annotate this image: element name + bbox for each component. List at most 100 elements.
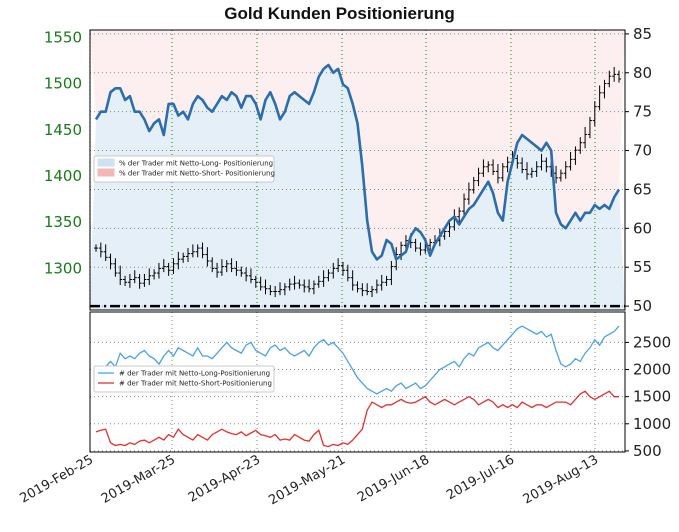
short-count-line [95, 390, 619, 448]
price-bar [365, 283, 370, 296]
right-tick-label: 500 [633, 442, 662, 460]
price-bar [389, 261, 394, 286]
left-tick-label: 1350 [44, 213, 82, 231]
price-bar [500, 163, 505, 182]
chart-title: Gold Kunden Positionierung [224, 4, 455, 23]
price-bar [462, 193, 467, 215]
price-bar [573, 146, 578, 165]
price-bar [520, 157, 525, 174]
price-bar [587, 116, 592, 139]
price-bar [428, 238, 433, 251]
price-bar [413, 238, 418, 252]
price-bar [287, 278, 292, 291]
price-bar [544, 157, 549, 173]
price-bar [268, 285, 273, 296]
legend-label: # der Trader mit Netto-Short-Positionier… [119, 380, 272, 388]
price-bar [612, 66, 617, 82]
long-percent-line [94, 63, 621, 261]
price-bar [360, 283, 365, 297]
price-bar [563, 161, 568, 179]
price-bar [123, 275, 128, 286]
price-bar [457, 207, 462, 223]
right-tick-label: 1000 [633, 415, 671, 433]
short-area [90, 30, 625, 260]
left-tick-label: 1500 [44, 75, 82, 93]
price-bar [147, 268, 152, 286]
price-bar [229, 258, 234, 273]
price-bar [307, 279, 312, 293]
legend-frame [93, 365, 275, 393]
price-bar [505, 156, 510, 173]
right-tick-label: 60 [633, 219, 652, 237]
price-bar [466, 182, 471, 205]
legend-label: % der Trader mit Netto-Long- Positionier… [119, 160, 273, 168]
price-bar [166, 262, 171, 276]
right-tick-label: 75 [633, 103, 652, 121]
price-bar [156, 262, 161, 279]
price-bar [215, 262, 220, 278]
price-bar [578, 137, 583, 154]
price-bar [292, 275, 297, 290]
right-tick-label: 55 [633, 258, 652, 276]
price-bar [278, 282, 283, 296]
price-bar [186, 248, 191, 262]
right-tick-label: 1500 [633, 388, 671, 406]
price-bar [311, 280, 316, 295]
legend-label: % der Trader mit Netto-Short- Positionie… [119, 170, 275, 178]
price-bar [515, 154, 520, 169]
price-bar [200, 242, 205, 259]
price-bar [118, 265, 123, 286]
price-bar [558, 169, 563, 182]
legend-swatch [97, 168, 115, 177]
price-bar [258, 276, 263, 291]
price-bar [244, 267, 249, 282]
price-bar [491, 159, 496, 176]
right-tick-label: 2500 [633, 333, 671, 351]
price-bar [331, 262, 336, 279]
price-bar [161, 259, 166, 273]
price-bar [94, 244, 98, 252]
price-bar [554, 165, 559, 184]
price-bar [176, 251, 181, 270]
price-bar [234, 261, 239, 276]
price-bar [137, 273, 142, 289]
price-bar [486, 161, 491, 173]
price-bar [103, 244, 108, 262]
price-bar [447, 221, 452, 237]
price-bar [98, 242, 103, 258]
price-bar [350, 270, 355, 291]
x-tick-label: 2019-Apr-23 [186, 452, 263, 505]
right-tick-label: 2000 [633, 361, 671, 379]
legend-box: % der Trader mit Netto-Long- Positionier… [93, 155, 275, 183]
x-tick-label: 2019-Jun-18 [355, 452, 432, 505]
price-bar [181, 252, 186, 263]
price-bar [471, 176, 476, 194]
legend-swatch [97, 158, 115, 167]
price-bar [602, 79, 607, 99]
price-bar [592, 101, 597, 127]
price-bar [495, 163, 500, 184]
x-tick-label: 2019-Aug-13 [521, 452, 601, 507]
price-bar [529, 167, 534, 178]
legend-frame [93, 155, 275, 183]
price-bar [534, 161, 539, 177]
price-bar [345, 264, 350, 282]
price-bar [195, 244, 200, 258]
price-bar [336, 258, 341, 273]
x-tick-label: 2019-Mar-25 [99, 452, 178, 506]
price-bar [273, 285, 278, 298]
long-area [90, 65, 625, 310]
price-bar [316, 275, 321, 288]
price-bar [340, 261, 345, 276]
price-bar [568, 151, 573, 171]
price-bar [302, 279, 307, 293]
price-bar [224, 260, 229, 273]
bottom-panel-frame [89, 311, 626, 453]
price-bar [263, 279, 268, 295]
x-tick-label: 2019-Jul-16 [444, 452, 517, 503]
x-tick-label: 2019-May-21 [266, 452, 348, 508]
price-bar [583, 127, 588, 149]
price-bar [113, 258, 118, 277]
price-bar [539, 153, 544, 171]
